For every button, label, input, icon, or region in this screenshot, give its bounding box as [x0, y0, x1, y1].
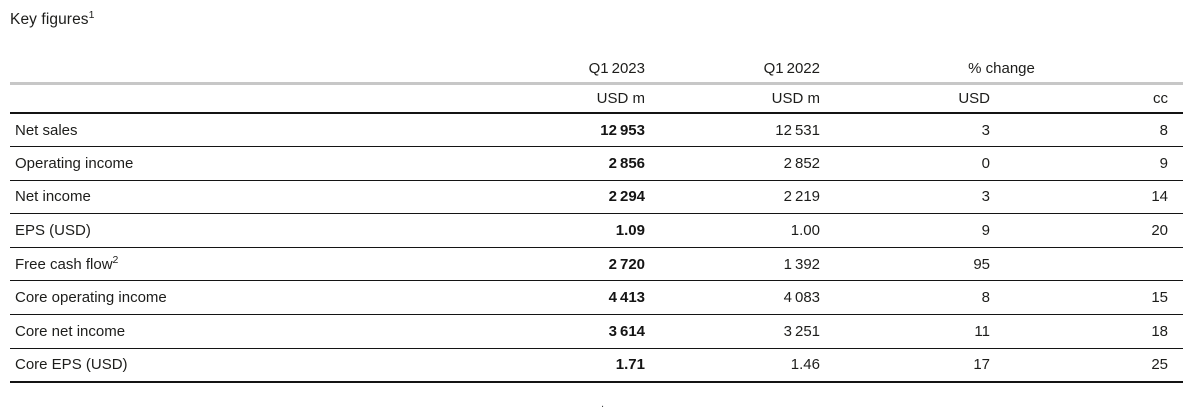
footnote-fragment: . — [601, 398, 605, 410]
value-pct-usd: 8 — [820, 280, 990, 316]
value-q1-2022: 1 392 — [645, 247, 820, 282]
header-q1-2023: Q1 2023 — [490, 55, 645, 85]
value-pct-cc — [990, 247, 1183, 282]
table-row: Core net income 3 614 3 251 11 18 — [10, 314, 1183, 349]
header-row-units: USD m USD m USD cc — [10, 83, 1183, 114]
header-row-periods: Q1 2023 Q1 2022 % change — [10, 55, 1183, 85]
value-q1-2023: 3 614 — [490, 314, 645, 349]
header-unit-usd-m-2022: USD m — [645, 83, 820, 114]
header-unit-cc: cc — [990, 83, 1183, 114]
header-pct-change: % change — [820, 55, 1183, 85]
row-label: Net sales — [10, 113, 490, 148]
row-label-footnote-marker: 2 — [112, 253, 119, 266]
row-label: Operating income — [10, 146, 490, 181]
value-q1-2023: 4 413 — [490, 280, 645, 316]
value-pct-cc: 9 — [990, 146, 1183, 181]
key-figures-table: Q1 2023 Q1 2022 % change USD m USD m USD… — [10, 55, 1183, 383]
value-pct-usd: 95 — [820, 247, 990, 282]
value-pct-cc: 15 — [990, 280, 1183, 316]
value-pct-cc: 25 — [990, 348, 1183, 383]
page-title: Key figures1 — [10, 9, 95, 29]
value-q1-2022: 3 251 — [645, 314, 820, 349]
row-label-text: Core net income — [15, 322, 126, 340]
row-label-text: Net sales — [15, 121, 78, 139]
value-q1-2023: 12 953 — [490, 113, 645, 148]
table-row: Operating income 2 856 2 852 0 9 — [10, 146, 1183, 181]
row-label-text: EPS (USD) — [15, 222, 91, 240]
value-q1-2023: 1.09 — [490, 213, 645, 248]
row-label: Core EPS (USD) — [10, 348, 490, 383]
row-label: EPS (USD) — [10, 213, 490, 248]
row-label-text: Operating income — [15, 154, 134, 172]
value-pct-usd: 9 — [820, 213, 990, 248]
value-q1-2022: 1.00 — [645, 213, 820, 248]
value-pct-usd: 3 — [820, 180, 990, 215]
header-empty-cell — [10, 83, 490, 114]
value-pct-cc: 8 — [990, 113, 1183, 148]
value-q1-2023: 2 720 — [490, 247, 645, 282]
row-label: Free cash flow2 — [10, 247, 490, 282]
value-pct-usd: 0 — [820, 146, 990, 181]
table-row: Net sales 12 953 12 531 3 8 — [10, 113, 1183, 148]
value-pct-cc: 18 — [990, 314, 1183, 349]
header-empty-cell — [10, 55, 490, 85]
value-q1-2023: 2 294 — [490, 180, 645, 215]
value-q1-2022: 4 083 — [645, 280, 820, 316]
value-pct-usd: 11 — [820, 314, 990, 349]
value-pct-usd: 17 — [820, 348, 990, 383]
value-pct-cc: 14 — [990, 180, 1183, 215]
header-unit-usd-m-2023: USD m — [490, 83, 645, 114]
value-pct-cc: 20 — [990, 213, 1183, 248]
header-q1-2022: Q1 2022 — [645, 55, 820, 85]
page-title-footnote-marker: 1 — [88, 9, 95, 21]
header-unit-usd: USD — [820, 83, 990, 114]
page-title-text: Key figures — [10, 11, 89, 28]
row-label: Net income — [10, 180, 490, 215]
row-label-text: Core EPS (USD) — [15, 356, 128, 374]
value-q1-2022: 2 852 — [645, 146, 820, 181]
table-row: Core operating income 4 413 4 083 8 15 — [10, 280, 1183, 316]
row-label-text: Core operating income — [15, 289, 167, 307]
table-row: Core EPS (USD) 1.71 1.46 17 25 — [10, 348, 1183, 383]
row-label-text: Net income — [15, 188, 91, 206]
row-label: Core operating income — [10, 280, 490, 316]
table-row: Free cash flow2 2 720 1 392 95 — [10, 247, 1183, 282]
row-label-text: Free cash flow — [15, 255, 113, 273]
value-q1-2022: 2 219 — [645, 180, 820, 215]
table-row: Net income 2 294 2 219 3 14 — [10, 180, 1183, 215]
value-q1-2022: 12 531 — [645, 113, 820, 148]
value-q1-2023: 1.71 — [490, 348, 645, 383]
table-row: EPS (USD) 1.09 1.00 9 20 — [10, 213, 1183, 248]
value-pct-usd: 3 — [820, 113, 990, 148]
value-q1-2022: 1.46 — [645, 348, 820, 383]
row-label: Core net income — [10, 314, 490, 349]
value-q1-2023: 2 856 — [490, 146, 645, 181]
